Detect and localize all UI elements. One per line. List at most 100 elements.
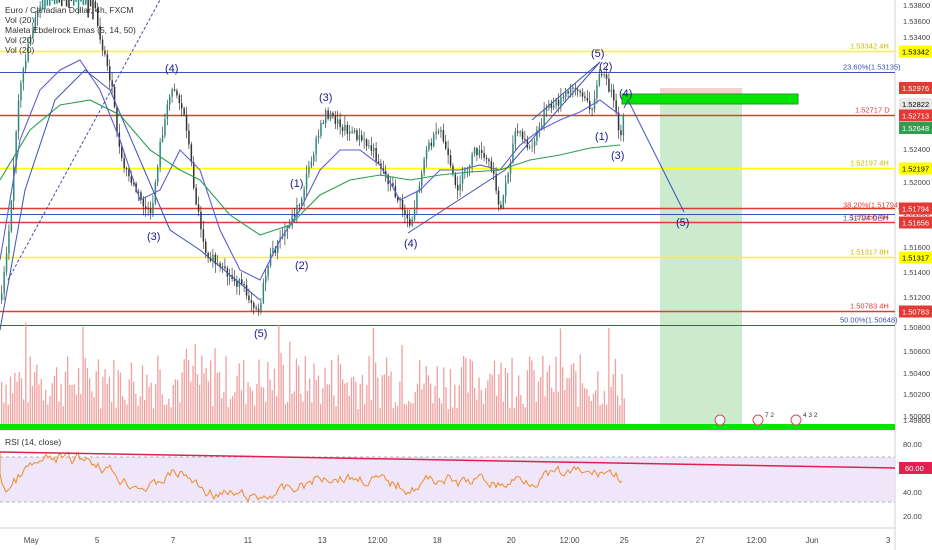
price-badge [899, 122, 932, 134]
candle [435, 131, 437, 135]
volume-bar [419, 360, 421, 424]
volume-bar [425, 366, 427, 424]
volume-bar [416, 383, 419, 424]
candle [27, 43, 29, 62]
price-tick: 1.52400 [903, 145, 930, 154]
candle [289, 226, 291, 227]
price-badge-label: 1.52822 [902, 100, 929, 109]
target-zone [660, 96, 742, 426]
price-tick: 1.52000 [903, 178, 930, 187]
price-badge-label: 1.51656 [902, 219, 929, 228]
volume-bar [498, 374, 500, 424]
candle [341, 127, 344, 131]
volume-bar [172, 384, 174, 424]
volume-bar [225, 356, 227, 424]
candle [277, 241, 279, 253]
volume-bar [487, 380, 489, 424]
volume-bar [146, 374, 148, 424]
volume-bar [18, 372, 20, 424]
volume-bar [12, 393, 14, 424]
volume-bar [122, 396, 124, 424]
volume-bar [157, 355, 159, 424]
candle [61, 0, 63, 7]
candle [591, 109, 593, 110]
candle [524, 139, 526, 140]
volume-bar [452, 407, 454, 424]
volume-bar [262, 387, 265, 424]
candle [94, 1, 97, 9]
time-tick: 12:00 [368, 536, 389, 545]
volume-bar [170, 407, 172, 424]
candle [440, 129, 442, 132]
candle [255, 307, 257, 309]
candle [521, 131, 524, 140]
candle [185, 114, 188, 131]
candle [445, 141, 447, 149]
candle [37, 11, 39, 18]
price-tick: 1.51400 [903, 268, 930, 277]
channel-line [407, 61, 601, 234]
candle [613, 89, 615, 101]
candle [423, 158, 425, 174]
candle [241, 279, 243, 284]
candle [58, 0, 61, 3]
candle [370, 145, 373, 151]
candle [353, 130, 356, 133]
volume-bar [223, 391, 225, 424]
candle [567, 91, 569, 94]
candle [620, 130, 622, 136]
volume-bar [381, 375, 383, 424]
candle [8, 231, 10, 254]
volume-bar [117, 370, 119, 424]
candle [149, 209, 152, 214]
volume-bar [476, 399, 478, 424]
volume-bar [526, 370, 529, 424]
candle [495, 173, 497, 191]
volume-bar [214, 348, 216, 424]
event-icon-label: 7 2 [765, 412, 774, 419]
volume-bar [20, 378, 23, 424]
volume-bar [185, 348, 188, 424]
candle [411, 219, 413, 226]
volume-bar [95, 371, 97, 424]
candle [469, 165, 471, 169]
candle [565, 91, 567, 98]
volume-bar [581, 383, 584, 424]
volume-bar [397, 405, 399, 424]
volume-bar [447, 408, 449, 424]
volume-bar [469, 359, 471, 424]
rsi-tick: 40.00 [903, 488, 922, 497]
entry-box [621, 93, 799, 105]
volume-bar [500, 362, 502, 424]
volume-bar [588, 395, 590, 424]
channel-line-top [531, 61, 601, 121]
candle [337, 119, 339, 124]
level-label: 1.53342 4H [850, 42, 889, 51]
volume-bar [84, 358, 86, 424]
volume-bar [287, 401, 289, 424]
volume-bar [368, 356, 370, 424]
volume-bar [86, 367, 89, 424]
candle [20, 82, 22, 101]
event-icon [752, 414, 764, 426]
volume-bar [511, 357, 513, 424]
volume-bar [216, 372, 218, 424]
candle [358, 135, 361, 140]
volume-bar [601, 403, 603, 424]
volume-bar [496, 395, 498, 424]
volume-bar [304, 356, 306, 424]
volume-bar [205, 367, 207, 424]
volume-bar [203, 373, 205, 424]
candle [500, 204, 502, 209]
candle [361, 135, 363, 141]
volume-bar [234, 392, 236, 424]
volume-bar [82, 326, 84, 424]
candle [543, 110, 545, 126]
volume-bar [309, 378, 311, 424]
time-tick: 27 [696, 536, 705, 545]
candle [322, 123, 325, 124]
candle [572, 87, 574, 89]
volume-bar [443, 367, 445, 424]
candle [406, 214, 409, 219]
